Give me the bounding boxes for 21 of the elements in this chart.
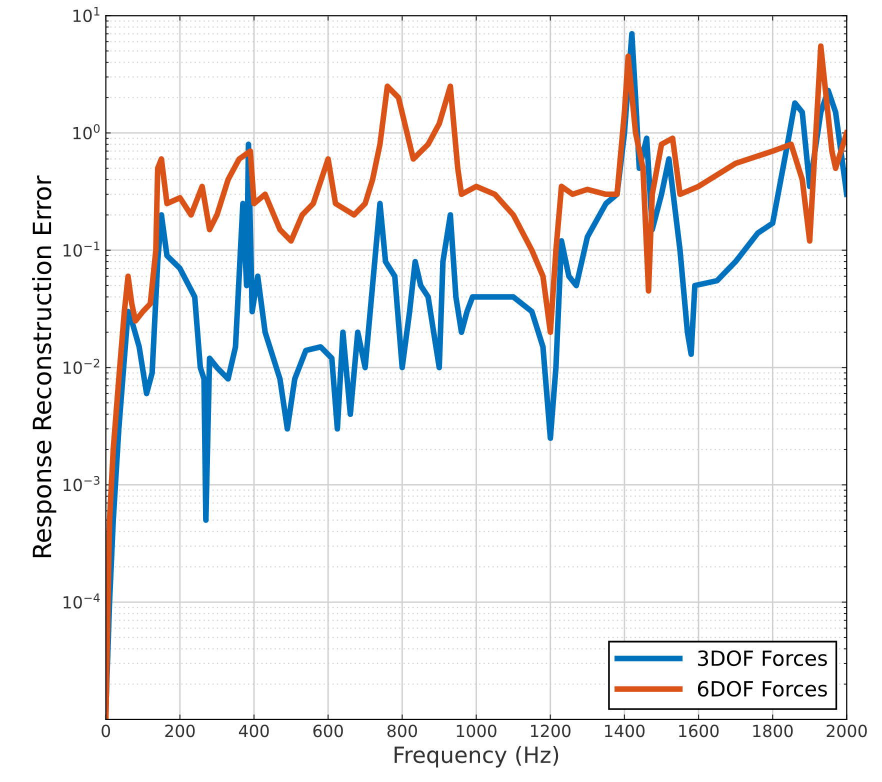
x-tick-label: 600 — [313, 724, 343, 738]
legend-label: 3DOF Forces — [698, 650, 827, 666]
x-tick-label: 1800 — [753, 724, 793, 738]
x-tick-label: 1600 — [679, 724, 719, 738]
x-tick-label: 1000 — [456, 724, 496, 738]
x-tick-label: 400 — [238, 724, 269, 738]
y-tick-label: 10$^{−3}$ — [64, 476, 100, 492]
x-tick-label: 2000 — [826, 724, 867, 738]
y-tick-label: 10$^{1}$ — [73, 6, 100, 22]
y-tick-label: 10$^{−1}$ — [64, 242, 100, 257]
x-tick-label: 800 — [387, 724, 417, 738]
y-tick-label: 10$^{−4}$ — [64, 593, 100, 609]
x-tick-label: 1400 — [605, 724, 645, 738]
x-axis-title: Frequency (Hz) — [394, 746, 558, 768]
y-tick-label: 10$^{0}$ — [73, 124, 100, 140]
x-tick-label: 0 — [102, 724, 110, 738]
x-tick-label: 200 — [165, 724, 195, 738]
y-axis-title: Response Reconstruction Error — [32, 176, 56, 558]
x-tick-label: 1200 — [530, 724, 570, 738]
y-tick-label: 10$^{−2}$ — [64, 358, 100, 374]
legend-label: 6DOF Forces — [698, 680, 827, 697]
